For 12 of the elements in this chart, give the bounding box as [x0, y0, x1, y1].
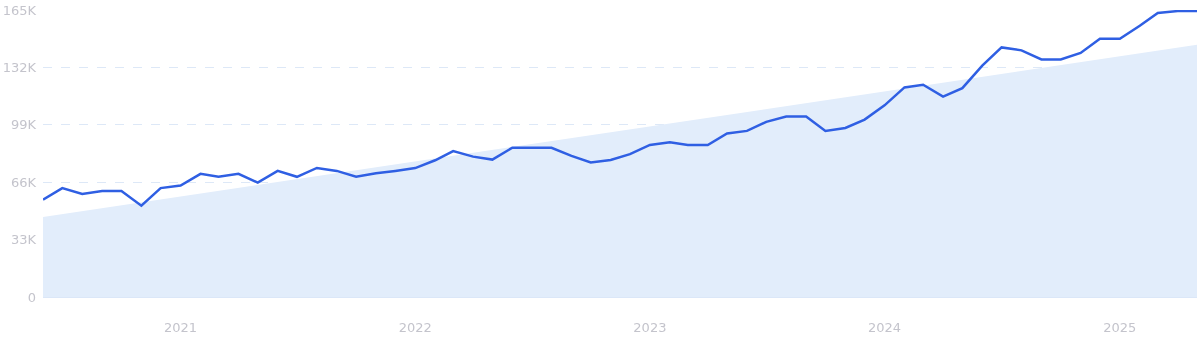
x-tick-label: 2021 — [164, 319, 198, 335]
y-tick-label: 132K — [2, 59, 37, 75]
x-tick-label: 2022 — [398, 319, 432, 335]
line-series — [43, 10, 1197, 207]
x-tick-label: 2025 — [1103, 319, 1137, 335]
y-tick-label: 165K — [2, 2, 37, 18]
x-tick-label: 2023 — [633, 319, 667, 335]
y-tick-label: 99K — [10, 117, 37, 133]
y-tick-label: 0 — [27, 289, 36, 305]
y-tick-label: 33K — [10, 232, 37, 248]
x-tick-label: 2024 — [868, 319, 902, 335]
y-tick-label: 66K — [10, 174, 37, 190]
